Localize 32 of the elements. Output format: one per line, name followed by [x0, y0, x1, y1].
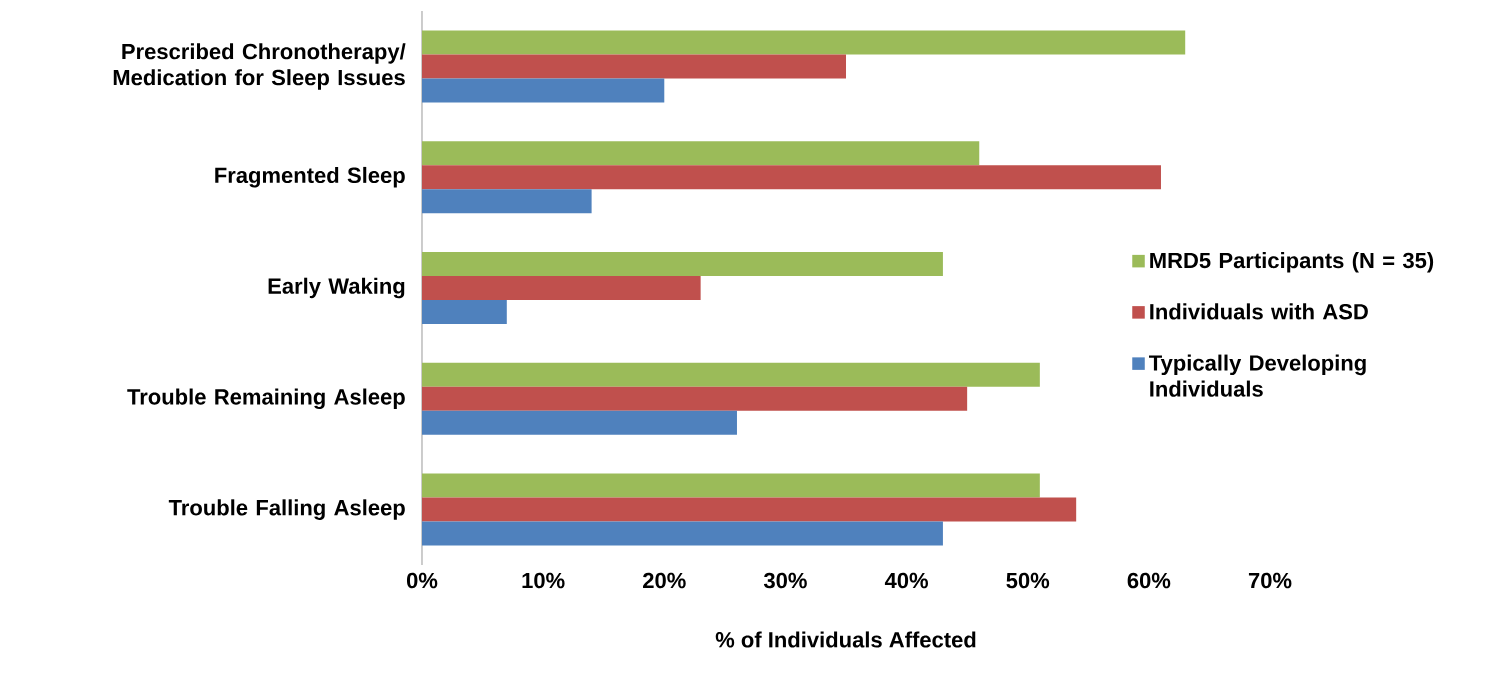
bar — [422, 189, 592, 214]
bar — [422, 410, 737, 435]
bar — [422, 276, 701, 300]
bar — [422, 30, 1186, 55]
x-axis-title: % of Individuals Affected — [715, 631, 976, 648]
x-tick-label: 70% — [1248, 572, 1292, 589]
x-tick-label: 20% — [643, 572, 686, 589]
x-tick-label: 0% — [406, 572, 438, 589]
bar — [422, 54, 847, 79]
x-tick-label: 60% — [1127, 572, 1171, 589]
bar — [422, 78, 665, 103]
bar — [422, 252, 943, 276]
bar — [422, 386, 968, 411]
x-tick-label: 50% — [1006, 572, 1050, 589]
legend-label: Individuals with ASD — [1150, 303, 1368, 320]
bar — [422, 497, 1077, 522]
bar — [422, 141, 980, 166]
bar — [422, 473, 1040, 498]
x-tick-label: 10% — [522, 572, 565, 589]
x-tick-label: 40% — [884, 572, 928, 589]
x-tick-label: 30% — [763, 572, 807, 589]
bar — [422, 521, 943, 546]
y-tick-label: Fragmented Sleep — [215, 166, 405, 188]
y-tick-label: Early Waking — [268, 277, 405, 299]
legend-label: MRD5 Participants (N = 35) — [1150, 252, 1434, 273]
y-tick-label: Trouble Remaining Asleep — [127, 388, 405, 410]
bar — [422, 165, 1161, 190]
y-tick-label: Trouble Falling Asleep — [168, 499, 405, 520]
y-tick-label: Prescribed Chronotherapy/ Medication for Sleep Issues — [113, 43, 406, 90]
bar — [422, 300, 507, 324]
legend-label: Typically Developing Individuals — [1149, 354, 1366, 397]
bar — [422, 362, 1040, 387]
